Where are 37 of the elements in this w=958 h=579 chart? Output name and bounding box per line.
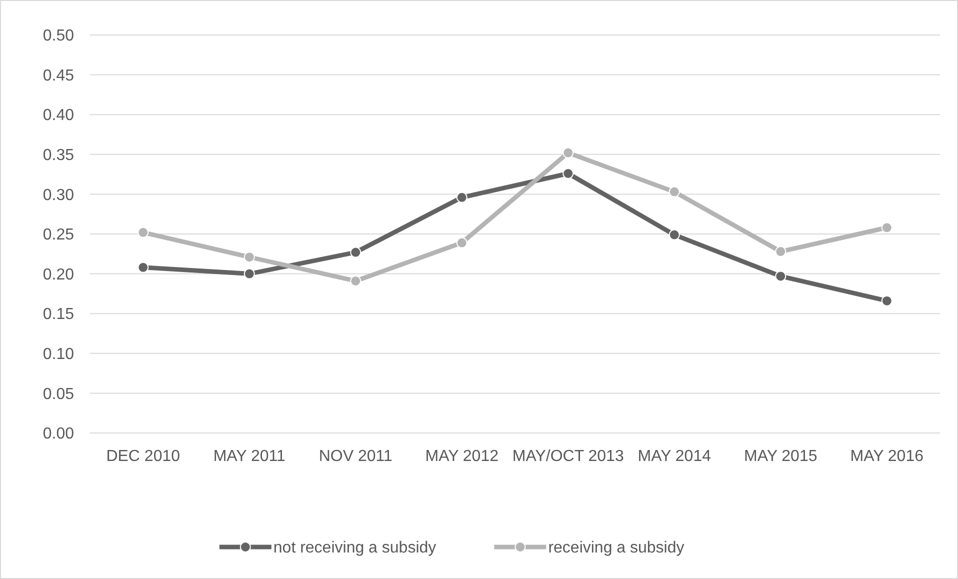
- y-tick-label: 0.35: [42, 147, 74, 164]
- point: [562, 168, 574, 180]
- point: [138, 226, 149, 238]
- point: [775, 270, 786, 282]
- point: [668, 186, 680, 198]
- point: [775, 246, 786, 258]
- x-tick-label: MAY 2015: [744, 448, 818, 465]
- point: [668, 229, 680, 240]
- point: [244, 252, 255, 263]
- y-tick-label: 0.40: [42, 107, 74, 124]
- point: [138, 262, 149, 273]
- point: [456, 237, 468, 248]
- point: [350, 275, 362, 286]
- x-tick-label: MAY 2012: [425, 448, 499, 465]
- y-tick-label: 0.20: [42, 266, 74, 284]
- x-tick-label: DEC 2010: [106, 448, 180, 465]
- point: [244, 268, 255, 280]
- y-tick-label: 0.30: [42, 186, 74, 204]
- y-tick-label: 0.10: [42, 346, 74, 363]
- y-tick-label: 0.15: [42, 306, 74, 324]
- x-tick-label: MAY/OCT 2013: [512, 448, 624, 465]
- y-tick-label: 0.45: [42, 67, 74, 84]
- legend-label: receiving a subsidy: [548, 540, 684, 557]
- point: [881, 295, 892, 306]
- y-tick-label: 0.00: [42, 426, 74, 443]
- y-tick-label: 0.05: [42, 386, 74, 403]
- point: [881, 222, 892, 234]
- x-tick-label: MAY 2016: [850, 448, 924, 465]
- point: [562, 147, 574, 158]
- x-tick-label: MAY 2014: [638, 448, 712, 465]
- y-tick-label: 0.50: [42, 28, 74, 45]
- point: [456, 192, 468, 203]
- x-tick-label: NOV 2011: [318, 448, 392, 465]
- x-tick-label: MAY 2011: [213, 448, 286, 465]
- y-tick-label: 0.25: [42, 226, 74, 244]
- legend-label: not receiving a subsidy: [273, 540, 436, 557]
- point: [350, 246, 362, 258]
